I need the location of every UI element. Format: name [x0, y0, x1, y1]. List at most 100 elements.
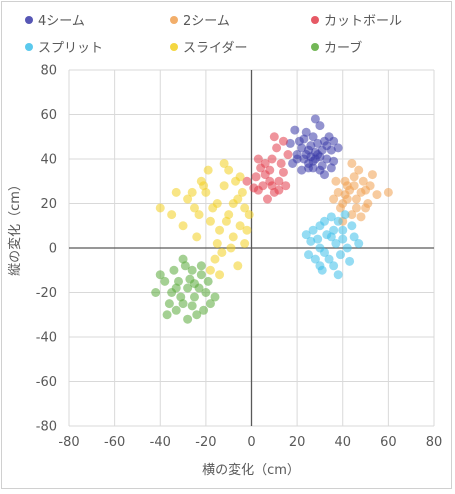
data-point	[151, 288, 161, 297]
data-point	[310, 254, 320, 264]
data-point	[237, 187, 247, 197]
data-point	[320, 216, 329, 226]
data-point	[326, 212, 336, 222]
data-point	[183, 314, 193, 324]
y-tick-label: 60	[40, 108, 57, 123]
x-tick-label: -40	[150, 435, 171, 450]
data-point	[183, 283, 193, 293]
data-point	[226, 243, 236, 253]
data-point	[349, 172, 359, 182]
data-point	[338, 234, 348, 244]
data-point	[272, 143, 282, 153]
y-axis-title: 縦の変化（cm）	[7, 178, 23, 276]
data-point	[187, 265, 197, 275]
data-point	[331, 176, 341, 186]
chart-frame: -80 -60 -40 -20 0 20 40 60 80 -80 -60 -40 -20 0 20 40 6…	[1, 1, 452, 489]
data-point	[242, 176, 252, 186]
data-point	[210, 292, 220, 302]
data-point	[192, 310, 202, 320]
legend-label: スプリット	[38, 41, 103, 56]
data-point	[155, 270, 165, 280]
data-point	[219, 158, 229, 168]
data-point	[244, 210, 254, 220]
data-point	[224, 165, 234, 175]
data-point	[308, 132, 318, 142]
data-point	[351, 194, 361, 204]
legend-marker	[311, 16, 319, 24]
data-point	[187, 301, 197, 311]
data-point	[315, 152, 325, 162]
data-point	[322, 230, 332, 240]
data-point	[340, 190, 350, 200]
data-point	[345, 256, 355, 266]
zero-axes	[69, 70, 434, 426]
data-point	[203, 276, 213, 286]
data-point	[329, 225, 339, 235]
data-point	[192, 232, 202, 242]
data-point	[383, 187, 393, 197]
data-point	[183, 194, 193, 204]
legend-item: カットボール	[311, 14, 402, 29]
data-point	[347, 158, 357, 168]
legend-label: スライダー	[183, 41, 247, 56]
data-point	[215, 270, 225, 280]
data-point	[320, 247, 329, 257]
scatter-chart: -80 -60 -40 -20 0 20 40 60 80 -80 -60 -40 -20 0 20 40 6…	[7, 14, 442, 478]
data-points	[151, 114, 393, 324]
data-point	[203, 165, 213, 175]
data-point	[361, 185, 371, 195]
data-point	[253, 154, 263, 164]
data-point	[315, 261, 325, 271]
data-point	[342, 243, 352, 253]
data-point	[372, 190, 382, 200]
series-group	[301, 210, 364, 280]
data-point	[315, 121, 325, 131]
data-point	[329, 261, 339, 271]
legend-item: 4シーム	[25, 14, 85, 29]
data-point	[210, 254, 220, 264]
data-point	[338, 225, 348, 235]
data-point	[322, 154, 332, 164]
data-point	[189, 203, 199, 213]
data-point	[199, 305, 209, 315]
x-tick-labels: -80 -60 -40 -20 0 20 40 60 80	[58, 435, 442, 450]
legend-item: 2シーム	[170, 14, 230, 29]
data-point	[219, 181, 229, 191]
x-tick-label: 20	[289, 435, 306, 450]
data-point	[189, 279, 199, 289]
legend-marker	[25, 16, 33, 24]
data-point	[347, 210, 357, 220]
data-point	[187, 187, 197, 197]
data-point	[278, 167, 288, 177]
legend-item: スプリット	[25, 41, 103, 56]
data-point	[333, 143, 343, 153]
x-tick-label: 0	[247, 435, 255, 450]
y-tick-label: 20	[40, 197, 57, 212]
legend-label: カーブ	[324, 40, 362, 56]
data-point	[313, 138, 323, 148]
data-point	[267, 181, 277, 191]
x-tick-label: -20	[195, 435, 216, 450]
data-point	[205, 299, 215, 309]
data-point	[205, 216, 215, 226]
data-point	[233, 261, 243, 271]
data-point	[269, 132, 279, 142]
data-point	[356, 212, 366, 222]
data-point	[333, 187, 343, 197]
x-tick-label: -60	[104, 435, 125, 450]
y-tick-label: -20	[36, 286, 57, 301]
data-point	[262, 194, 272, 204]
data-point	[354, 165, 364, 175]
data-point	[329, 194, 339, 204]
legend-marker	[311, 43, 319, 51]
data-point	[283, 150, 293, 160]
data-point	[297, 165, 307, 175]
legend-marker	[25, 43, 33, 51]
data-point	[351, 203, 361, 213]
data-point	[308, 156, 318, 166]
y-tick-label: -40	[36, 331, 57, 346]
legend-label: 4シーム	[38, 14, 85, 29]
y-tick-label: -80	[36, 420, 57, 435]
x-tick-label: 60	[380, 435, 397, 450]
data-point	[164, 299, 174, 309]
